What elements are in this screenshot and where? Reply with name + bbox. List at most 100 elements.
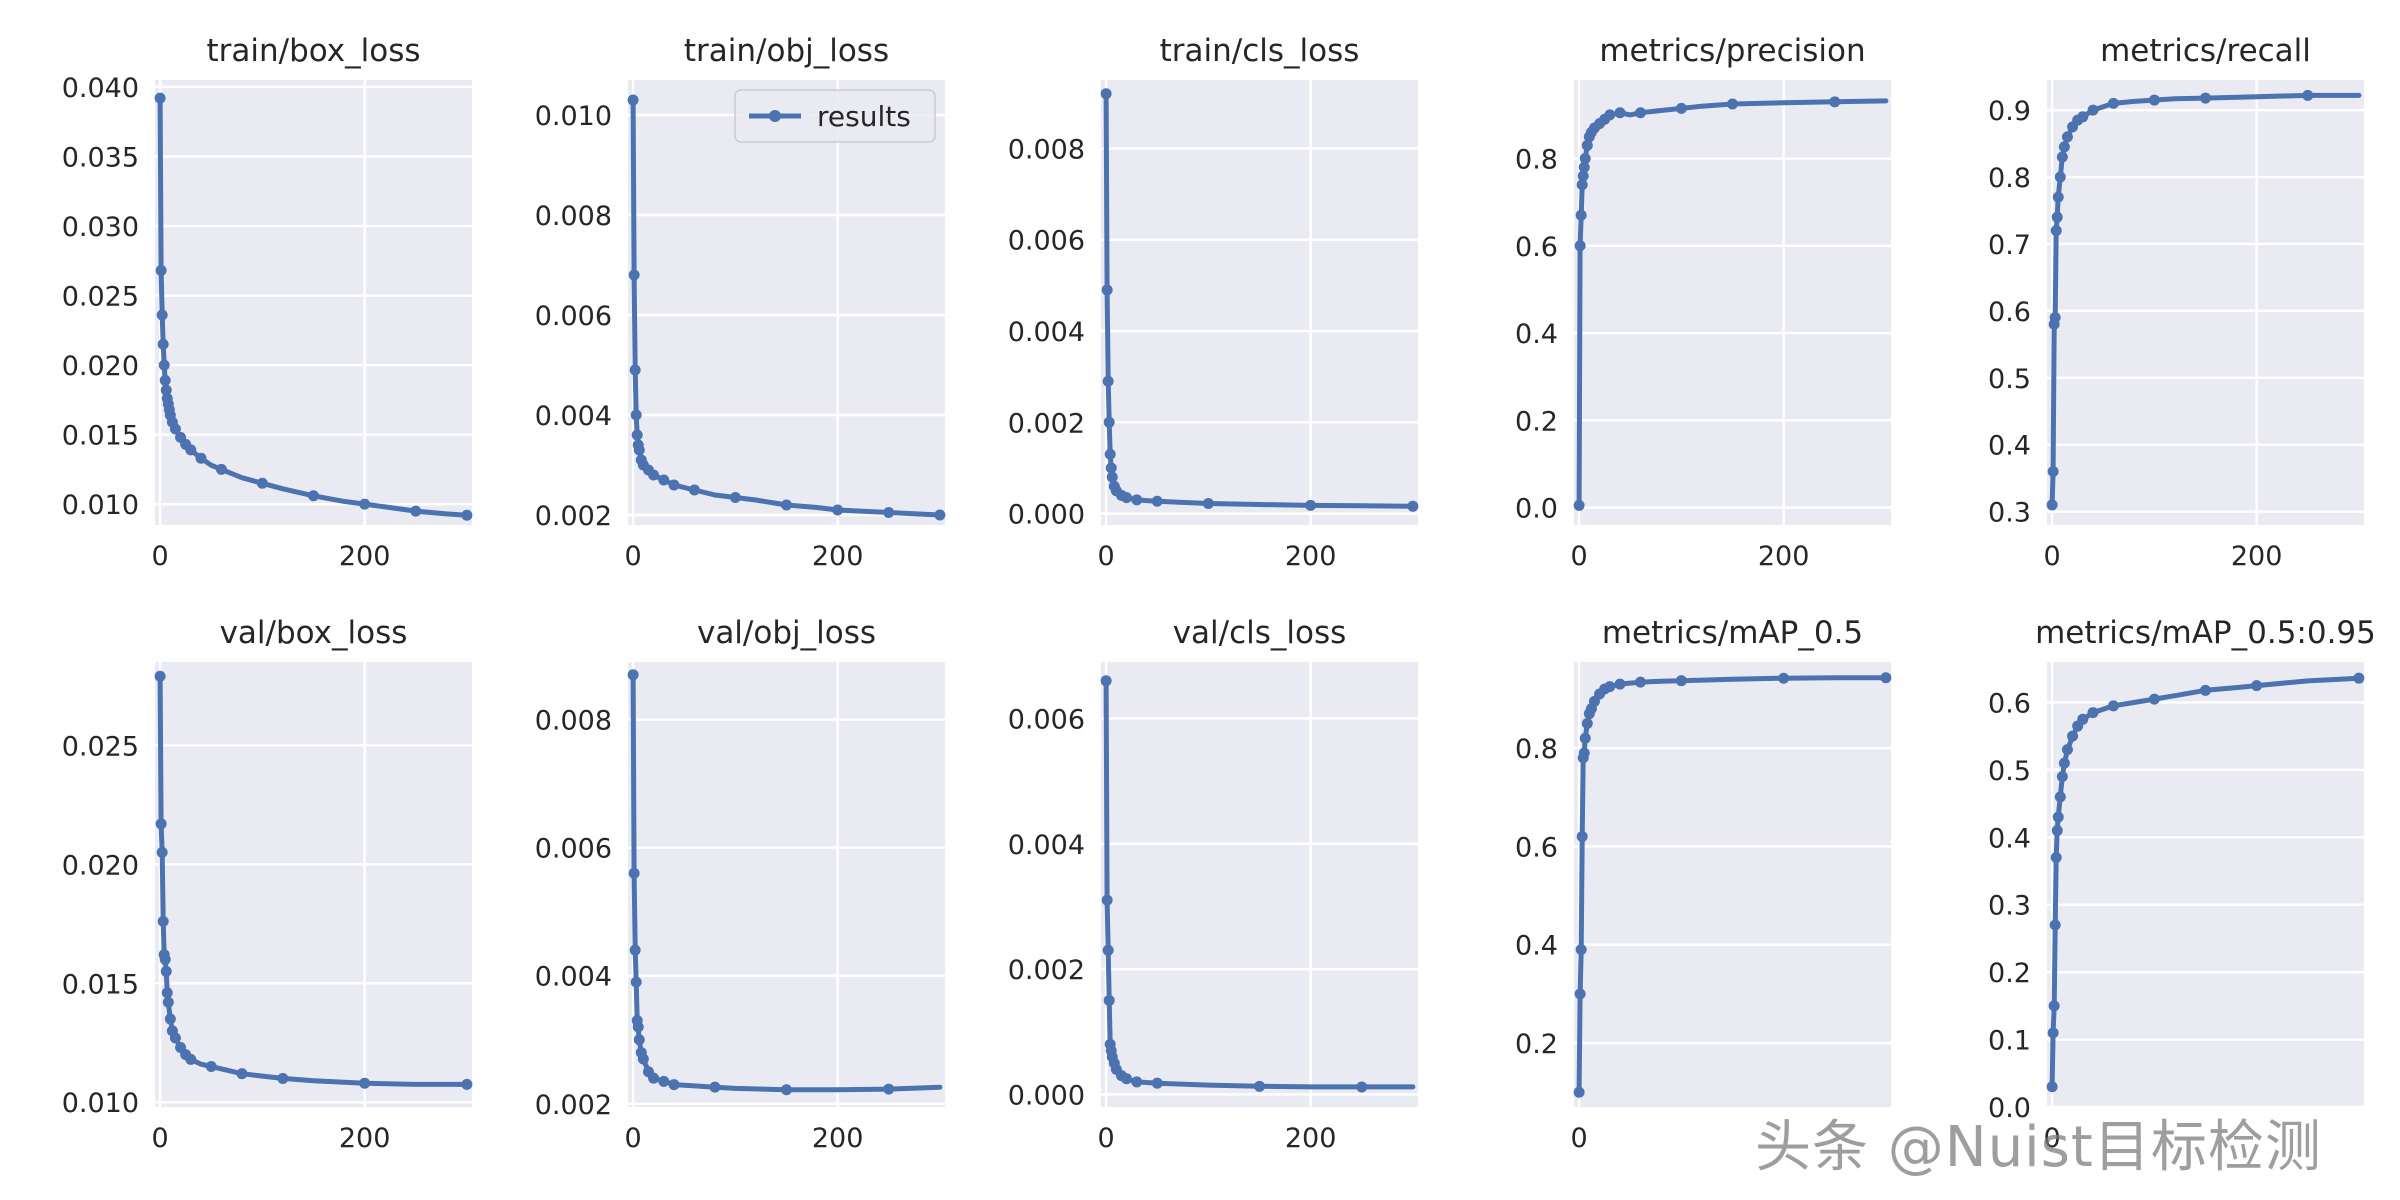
data-point [883, 507, 895, 518]
data-point [628, 867, 640, 879]
data-point [159, 953, 171, 965]
x-tick-label: 200 [1285, 1123, 1337, 1154]
data-point [2056, 151, 2068, 163]
data-point [162, 996, 174, 1008]
data-point [1604, 681, 1616, 693]
data-point [2058, 757, 2070, 769]
data-point [1581, 717, 1593, 729]
data-point [155, 265, 167, 277]
plot-area [1101, 80, 1418, 525]
data-point [628, 269, 640, 281]
data-point [629, 944, 641, 956]
data-point [1151, 1077, 1163, 1089]
data-point [1634, 676, 1646, 688]
data-point [1121, 1073, 1133, 1085]
data-point [1104, 448, 1116, 460]
data-point [1574, 240, 1586, 252]
subplot-title: val/cls_loss [1173, 615, 1347, 651]
y-tick-label: 0.8 [1988, 163, 2031, 194]
data-point [2051, 825, 2063, 837]
data-point [1604, 109, 1616, 121]
data-point [668, 1079, 680, 1091]
data-point [164, 1013, 176, 1025]
watermark: 头条 @Nuist目标检测 [1755, 1115, 2322, 1180]
plot-area [2047, 80, 2364, 525]
data-point [154, 92, 166, 104]
x-tick-label: 200 [1285, 541, 1337, 572]
data-point [1121, 492, 1133, 504]
data-point [630, 976, 642, 988]
data-point [2148, 94, 2160, 106]
data-point [1103, 416, 1115, 428]
data-point [2050, 852, 2062, 864]
data-point [1575, 944, 1587, 956]
data-point [154, 670, 166, 682]
data-point [629, 364, 641, 376]
y-tick-label: 0.004 [1008, 317, 1085, 348]
y-tick-label: 0.004 [535, 401, 612, 432]
data-point [159, 374, 171, 386]
data-point [277, 1072, 289, 1084]
data-point [1727, 98, 1738, 110]
data-point [1577, 170, 1589, 182]
data-point [1573, 1086, 1585, 1098]
data-point [1614, 678, 1626, 690]
y-tick-label: 0.040 [62, 73, 139, 104]
subplot-0: train/box_loss 0.010 0.015 0.020 0.025 0.030 0… [62, 33, 473, 572]
subplot-9: metrics/mAP_0.5:0.95 0.0 0.1 0.2 0.3 0.4 0.5 0.… [1988, 615, 2376, 1154]
data-point [658, 474, 670, 486]
data-point [2107, 700, 2119, 712]
x-tick-label: 200 [1758, 541, 1810, 572]
data-point [156, 309, 168, 321]
data-point [1778, 672, 1790, 684]
data-point [1581, 139, 1593, 151]
data-point [1578, 747, 1590, 759]
y-tick-label: 0.4 [1988, 431, 2031, 462]
subplot-title: train/cls_loss [1160, 33, 1360, 69]
data-point [2054, 791, 2066, 803]
data-point [709, 1081, 721, 1093]
data-point [2046, 1081, 2058, 1093]
data-point [195, 452, 207, 464]
data-point [1675, 102, 1687, 114]
x-tick-label: 0 [2044, 1123, 2061, 1154]
data-point [2050, 225, 2062, 237]
data-point [2046, 499, 2058, 511]
data-point [688, 484, 700, 496]
subplot-title: val/obj_loss [697, 615, 876, 651]
data-point [883, 1083, 895, 1095]
y-tick-label: 0.0 [1515, 494, 1558, 525]
y-tick-label: 0.4 [1515, 931, 1558, 962]
y-tick-label: 0.5 [1988, 364, 2031, 395]
y-tick-label: 0.3 [1988, 891, 2031, 922]
y-tick-label: 0.008 [1008, 134, 1085, 165]
data-point [630, 409, 642, 421]
data-point [668, 479, 680, 491]
y-tick-label: 0.006 [535, 301, 612, 332]
y-tick-label: 0.6 [1988, 297, 2031, 328]
data-point [2067, 730, 2079, 742]
data-point [2052, 811, 2064, 823]
data-point [1101, 894, 1113, 906]
data-point [729, 492, 741, 503]
y-tick-label: 0.002 [535, 1090, 612, 1121]
data-point [1579, 732, 1591, 744]
data-point [1675, 675, 1687, 687]
data-point [256, 477, 268, 489]
y-tick-label: 0.000 [1008, 1080, 1085, 1111]
subplot-4: metrics/recall 0.3 0.4 0.5 0.6 0.7 0.8 0.9 0 200 [1988, 33, 2364, 572]
data-point [1576, 179, 1588, 191]
data-point [2048, 1000, 2060, 1012]
x-tick-label: 200 [812, 541, 864, 572]
y-tick-label: 0.0 [1988, 1093, 2031, 1124]
x-tick-label: 0 [1098, 541, 1115, 572]
data-point [1407, 500, 1419, 512]
subplot-title: metrics/mAP_0.5 [1602, 615, 1863, 651]
data-point [2049, 919, 2061, 931]
data-point [461, 509, 473, 521]
data-point [1829, 96, 1841, 108]
data-point [1634, 107, 1646, 119]
subplot-title: metrics/precision [1599, 33, 1865, 69]
data-point [2200, 684, 2211, 696]
data-point [2200, 92, 2211, 104]
